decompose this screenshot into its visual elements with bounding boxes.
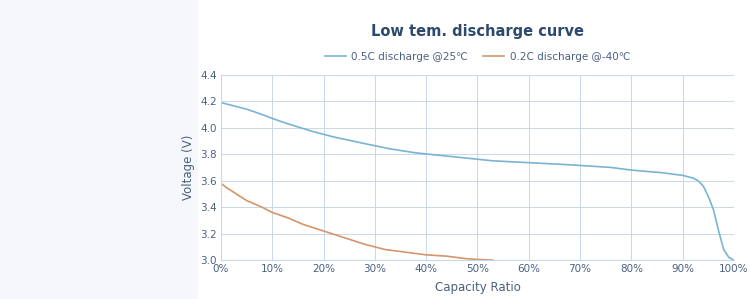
0.5C discharge @25℃: [668, 172, 677, 176]
0.5C discharge @25℃: [309, 130, 318, 133]
0.2C discharge @-40℃: [258, 205, 267, 209]
0.2C discharge @-40℃: [242, 199, 251, 202]
0.2C discharge @-40℃: [422, 253, 431, 257]
0.2C discharge @-40℃: [401, 250, 410, 254]
0.2C discharge @-40℃: [360, 242, 369, 246]
0.5C discharge @25℃: [222, 102, 231, 106]
0.5C discharge @25℃: [607, 166, 616, 169]
0.5C discharge @25℃: [488, 159, 497, 163]
0.5C discharge @25℃: [679, 174, 688, 177]
0.5C discharge @25℃: [586, 164, 595, 168]
0.2C discharge @-40℃: [483, 258, 492, 262]
0.5C discharge @25℃: [268, 117, 277, 120]
0.5C discharge @25℃: [658, 171, 667, 175]
0.2C discharge @-40℃: [299, 222, 308, 226]
0.2C discharge @-40℃: [268, 211, 277, 214]
0.2C discharge @-40℃: [473, 258, 482, 261]
Title: Low tem. discharge curve: Low tem. discharge curve: [371, 24, 584, 39]
Line: 0.2C discharge @-40℃: 0.2C discharge @-40℃: [221, 183, 493, 260]
0.5C discharge @25℃: [283, 122, 292, 126]
0.2C discharge @-40℃: [232, 192, 241, 196]
0.5C discharge @25℃: [242, 107, 251, 111]
0.5C discharge @25℃: [514, 160, 523, 164]
Legend: 0.5C discharge @25℃, 0.2C discharge @-40℃: 0.5C discharge @25℃, 0.2C discharge @-40…: [321, 48, 634, 66]
0.5C discharge @25℃: [694, 179, 703, 182]
Line: 0.5C discharge @25℃: 0.5C discharge @25℃: [221, 103, 734, 260]
0.2C discharge @-40℃: [283, 216, 292, 219]
0.2C discharge @-40℃: [442, 254, 451, 258]
0.5C discharge @25℃: [330, 135, 339, 139]
0.5C discharge @25℃: [699, 184, 708, 188]
0.5C discharge @25℃: [730, 258, 739, 262]
X-axis label: Capacity Ratio: Capacity Ratio: [434, 281, 521, 294]
0.2C discharge @-40℃: [319, 229, 328, 233]
0.5C discharge @25℃: [704, 195, 713, 198]
0.5C discharge @25℃: [540, 162, 549, 165]
0.5C discharge @25℃: [709, 208, 718, 212]
0.5C discharge @25℃: [437, 154, 446, 157]
0.2C discharge @-40℃: [380, 248, 389, 251]
0.5C discharge @25℃: [216, 101, 225, 104]
0.5C discharge @25℃: [717, 239, 726, 242]
0.5C discharge @25℃: [643, 170, 652, 173]
0.5C discharge @25℃: [565, 163, 574, 167]
Y-axis label: Voltage (V): Voltage (V): [181, 135, 195, 200]
0.2C discharge @-40℃: [339, 236, 348, 239]
0.5C discharge @25℃: [258, 113, 267, 116]
0.5C discharge @25℃: [386, 147, 395, 151]
0.5C discharge @25℃: [683, 175, 692, 179]
0.2C discharge @-40℃: [216, 181, 225, 185]
0.5C discharge @25℃: [714, 229, 723, 233]
0.2C discharge @-40℃: [463, 257, 472, 261]
0.5C discharge @25℃: [463, 156, 472, 160]
0.5C discharge @25℃: [411, 151, 420, 155]
0.5C discharge @25℃: [719, 248, 728, 251]
0.5C discharge @25℃: [627, 168, 636, 172]
0.2C discharge @-40℃: [222, 185, 231, 189]
0.5C discharge @25℃: [724, 256, 733, 259]
0.5C discharge @25℃: [232, 105, 241, 108]
0.5C discharge @25℃: [688, 176, 697, 180]
0.2C discharge @-40℃: [488, 258, 497, 262]
0.5C discharge @25℃: [360, 142, 369, 145]
